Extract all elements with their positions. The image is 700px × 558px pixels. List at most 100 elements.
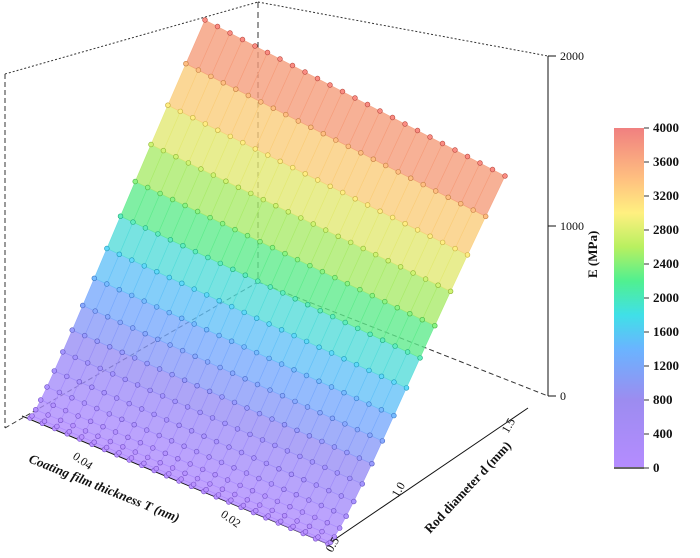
data-point	[194, 208, 201, 215]
data-point	[230, 266, 236, 272]
data-point	[330, 313, 336, 320]
data-point	[91, 439, 97, 445]
data-point	[238, 449, 245, 456]
data-point	[477, 160, 483, 166]
data-point	[92, 308, 98, 314]
data-point	[339, 88, 346, 95]
data-point	[464, 153, 471, 160]
data-point	[216, 298, 222, 304]
data-point	[119, 349, 125, 355]
data-point	[200, 466, 206, 473]
data-point	[141, 460, 147, 466]
data-point	[219, 394, 225, 400]
data-point	[222, 420, 228, 427]
data-point	[45, 412, 51, 418]
data-point	[251, 455, 257, 461]
data-point	[240, 139, 246, 146]
data-point	[378, 407, 385, 413]
data-point	[277, 56, 283, 62]
data-point	[285, 209, 291, 215]
data-point	[379, 337, 386, 343]
data-point	[252, 146, 259, 152]
data-point	[256, 410, 263, 417]
data-point	[107, 438, 114, 445]
colorbar-tick-label: 3200	[653, 188, 679, 203]
data-point	[266, 321, 272, 327]
data-point	[142, 225, 149, 231]
data-point	[270, 105, 276, 111]
data-point	[369, 292, 375, 299]
data-point	[51, 368, 57, 374]
data-point	[353, 395, 360, 402]
data-point	[60, 349, 66, 355]
data-point	[313, 482, 319, 488]
data-point	[348, 239, 354, 246]
data-point	[404, 349, 411, 355]
data-point	[332, 274, 338, 281]
data-point	[128, 455, 135, 461]
data-point	[183, 60, 189, 67]
data-point	[104, 245, 110, 252]
data-point	[180, 243, 186, 249]
data-point	[281, 422, 288, 428]
data-point	[244, 497, 251, 503]
data-point	[78, 434, 85, 440]
data-point	[420, 181, 426, 188]
y-tick-label-2: 1.5	[498, 416, 518, 436]
data-point	[194, 383, 200, 389]
data-point	[355, 325, 361, 332]
data-point	[310, 221, 316, 227]
data-point	[191, 286, 197, 292]
data-point	[190, 114, 196, 121]
data-point	[244, 405, 250, 411]
data-point	[267, 387, 273, 393]
data-point	[317, 308, 323, 314]
data-point	[342, 319, 348, 326]
data-point	[157, 190, 163, 197]
data-point	[233, 86, 239, 92]
data-point	[117, 213, 124, 219]
data-point	[253, 508, 259, 514]
data-point	[213, 438, 220, 445]
data-point	[289, 62, 296, 69]
data-point	[439, 140, 446, 147]
data-point	[206, 454, 212, 460]
data-point	[317, 410, 323, 416]
data-point	[237, 482, 243, 489]
data-point	[447, 288, 454, 294]
data-point	[360, 245, 366, 252]
data-point	[364, 202, 371, 208]
data-point	[331, 444, 338, 450]
data-point	[269, 507, 275, 514]
data-point	[94, 338, 100, 344]
data-point	[419, 317, 425, 323]
data-point	[125, 434, 131, 440]
data-point	[283, 111, 289, 118]
data-point	[267, 284, 273, 290]
data-point	[389, 214, 396, 221]
data-point	[364, 101, 371, 108]
data-point	[391, 379, 397, 385]
data-point	[427, 134, 433, 140]
data-point	[155, 336, 161, 342]
data-point	[217, 364, 223, 371]
data-point	[316, 378, 322, 384]
data-point	[207, 214, 213, 221]
data-point	[291, 367, 297, 373]
data-point	[172, 398, 178, 405]
data-point	[445, 194, 451, 201]
data-point	[292, 398, 298, 405]
data-point	[165, 102, 171, 108]
data-point	[188, 428, 195, 434]
data-point	[327, 82, 333, 88]
data-point	[239, 36, 246, 43]
data-point	[328, 384, 335, 390]
colorbar-tick-label: 1600	[653, 324, 679, 339]
data-point	[234, 426, 241, 432]
data-point	[166, 274, 173, 281]
data-point	[318, 502, 324, 509]
data-point	[341, 356, 347, 362]
data-point	[256, 475, 262, 482]
data-point	[294, 518, 300, 524]
